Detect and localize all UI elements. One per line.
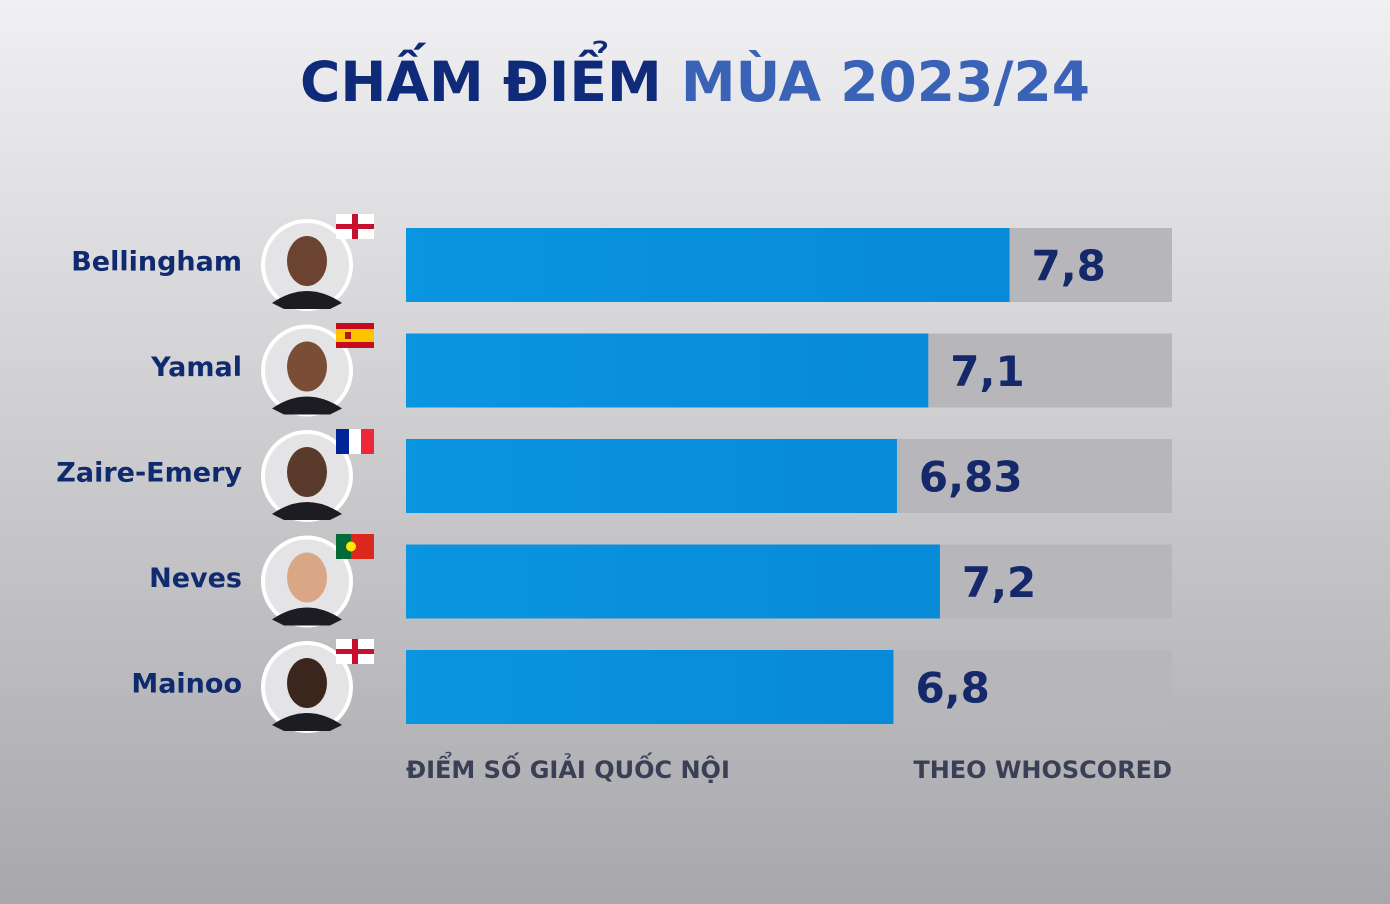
avatar-face: [287, 341, 327, 392]
avatar-face: [287, 236, 327, 286]
avatar-shoulders: [272, 713, 342, 731]
bar: [406, 544, 940, 619]
flag-spain: [336, 323, 374, 348]
chart-title: CHẤM ĐIỂM MÙA 2023/24: [300, 41, 1090, 114]
flag-england: [336, 214, 374, 239]
bar: [406, 650, 894, 724]
flags: [336, 214, 374, 664]
category-label: Zaire-Emery: [56, 458, 242, 489]
value-label: 7,2: [962, 558, 1036, 607]
bar: [406, 333, 929, 408]
avatar-shoulders: [272, 607, 342, 626]
avatar-shoulders: [272, 502, 342, 520]
flag-france: [336, 429, 374, 454]
avatar-shoulders: [272, 291, 342, 309]
avatar-shoulders: [272, 396, 342, 415]
avatar-face: [287, 552, 327, 603]
category-label: Bellingham: [71, 247, 242, 278]
title-highlight: MÙA 2023/24: [681, 50, 1090, 114]
avatar-face: [287, 447, 327, 497]
value-label: 7,1: [950, 347, 1024, 396]
category-label: Yamal: [150, 352, 242, 383]
bar: [406, 228, 1010, 302]
category-label: Neves: [149, 563, 242, 594]
flag-england: [336, 639, 374, 664]
source-note: THEO WHOSCORED: [913, 756, 1172, 784]
avatar-face: [287, 658, 327, 708]
title-main: CHẤM ĐIỂM: [300, 41, 662, 114]
x-axis-label: ĐIỂM SỐ GIẢI QUỐC NỘI: [406, 750, 730, 784]
value-label: 7,8: [1032, 242, 1106, 291]
flag-portugal: [336, 534, 374, 559]
category-label: Mainoo: [131, 669, 242, 700]
value-label: 6,8: [915, 664, 989, 713]
value-label: 6,83: [919, 453, 1023, 502]
bar: [406, 439, 897, 513]
